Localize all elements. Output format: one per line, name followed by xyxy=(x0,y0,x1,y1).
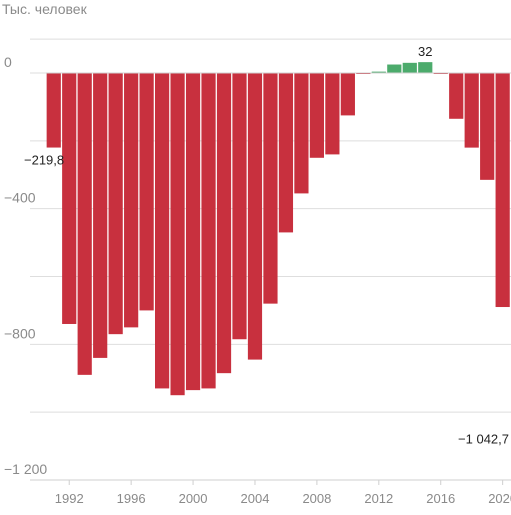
bar xyxy=(309,73,324,158)
bar xyxy=(449,73,464,119)
y-tick-label: −1 200 xyxy=(4,461,47,477)
bar xyxy=(325,73,340,155)
bar xyxy=(216,73,232,374)
x-tick-label: 2008 xyxy=(302,491,331,506)
x-tick-label: 2004 xyxy=(241,491,270,506)
bar xyxy=(232,73,247,340)
bar xyxy=(464,73,479,148)
y-tick-label: 0 xyxy=(4,54,12,70)
y-tick-label: −800 xyxy=(4,325,36,341)
bar xyxy=(124,73,139,328)
bar xyxy=(155,73,170,389)
x-tick-label: 2012 xyxy=(364,491,393,506)
unit-label: Тыс. человек xyxy=(2,1,87,17)
data-label: −219,8 xyxy=(24,153,64,168)
y-tick-label: −400 xyxy=(4,190,36,206)
bar xyxy=(402,62,417,73)
x-tick-label: 2020 xyxy=(488,491,511,506)
bar xyxy=(371,71,386,73)
bar xyxy=(247,73,263,360)
bar xyxy=(77,73,92,375)
x-tick-label: 1996 xyxy=(117,491,146,506)
bar xyxy=(278,73,294,233)
bar xyxy=(263,73,278,304)
x-tick-label: 2000 xyxy=(179,491,208,506)
x-tick-label: 1992 xyxy=(55,491,84,506)
bar xyxy=(108,73,123,335)
bar xyxy=(139,73,154,311)
x-tick-label: 2016 xyxy=(426,491,455,506)
bar xyxy=(294,73,309,194)
bar xyxy=(93,73,108,358)
bar xyxy=(387,64,402,73)
data-label: 32 xyxy=(418,44,432,59)
bar xyxy=(62,73,77,324)
bar xyxy=(201,73,216,389)
data-label: −1 042,7 xyxy=(458,432,509,447)
bar xyxy=(495,73,510,308)
bar xyxy=(170,73,185,396)
bar xyxy=(480,73,495,180)
bar xyxy=(185,73,201,391)
bar xyxy=(46,73,61,148)
bar xyxy=(340,73,355,116)
bar xyxy=(418,62,433,73)
